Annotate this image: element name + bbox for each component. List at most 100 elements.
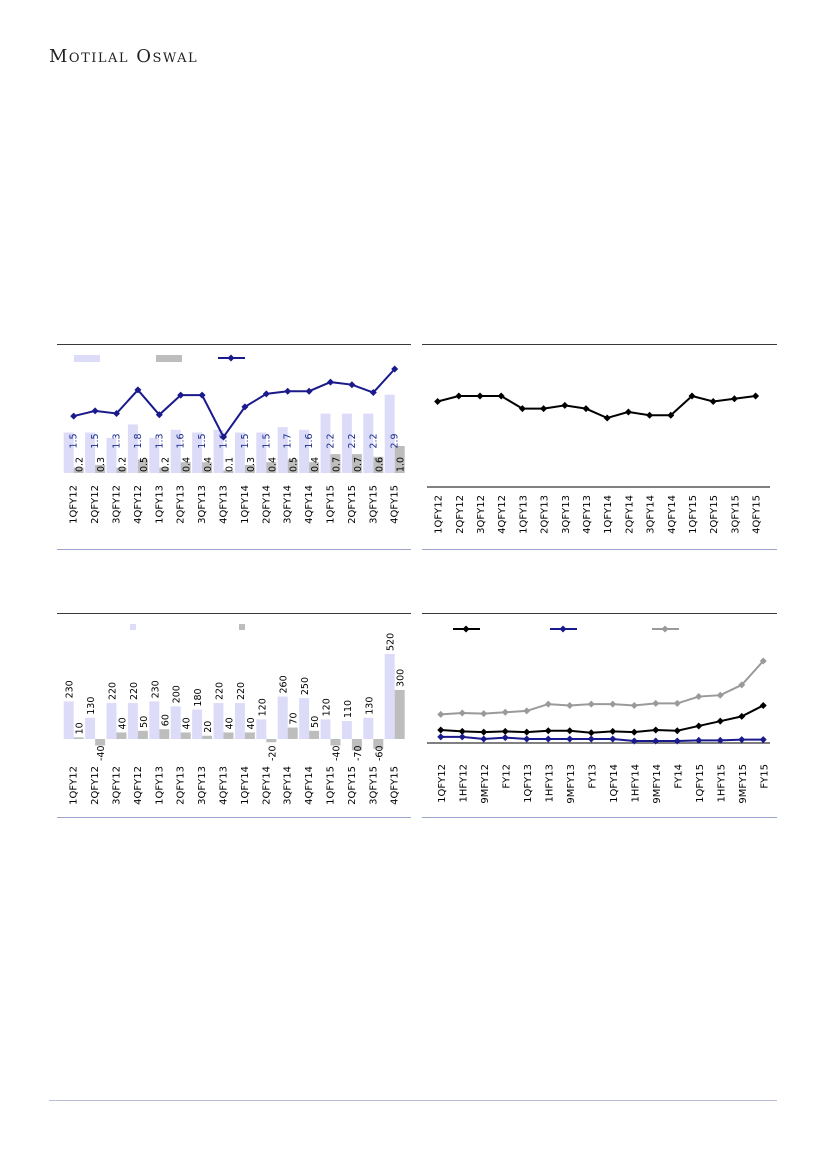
- line-series-0: [440, 704, 764, 734]
- value-label-b: 0.2: [160, 457, 171, 472]
- line-point-0-1QFY13: [523, 728, 531, 736]
- chart1-panel: 1.5 0.2 1QFY12 1.5 0.3 2QFY12 1.3 0.2 3QFY12 1.8 0…: [57, 345, 411, 550]
- line-point-1-9MFY12: [480, 735, 488, 743]
- line-point-4QFY15: [752, 392, 760, 400]
- value-label-b: 0.7: [353, 457, 364, 472]
- chart2-bottom-rule: [422, 549, 777, 550]
- x-tick-label: 9MFY14: [652, 764, 663, 804]
- x-tick-label: 1QFY15: [688, 495, 699, 534]
- x-tick-label: 3QFY14: [283, 485, 294, 524]
- bar-b-3QFY13: [202, 462, 213, 473]
- line-point-2QFY12: [91, 407, 99, 415]
- value-label-a: 260: [279, 675, 290, 693]
- x-tick-label: 2QFY12: [90, 766, 101, 805]
- x-tick-label: FY12: [501, 764, 512, 789]
- x-tick-label: 1QFY12: [434, 495, 445, 534]
- x-tick-label: 3QFY13: [561, 495, 572, 534]
- line-point-2QFY13: [177, 391, 185, 399]
- line-point-4QFY13: [582, 405, 590, 413]
- value-label-a: 2.2: [368, 433, 379, 448]
- value-label-a: 250: [300, 677, 311, 695]
- chart3-panel: 230 10 1QFY12 130 -40 2QFY12 220 40 3QFY12 220 50 4…: [57, 614, 411, 818]
- line-point-1-9MFY13: [566, 735, 574, 743]
- line-point-2-9MFY13: [566, 701, 574, 709]
- line-series-1: [440, 735, 764, 742]
- value-label-a: 1.5: [240, 433, 251, 448]
- bar-a-3QFY14: [277, 696, 288, 739]
- line-point-0-9MFY15: [738, 712, 746, 720]
- line-point-2QFY12: [455, 392, 463, 400]
- value-label-a: 220: [129, 682, 140, 700]
- line-point-0-FY15: [759, 701, 767, 709]
- x-tick-label: 9MFY12: [480, 764, 491, 804]
- value-label-b: 0.4: [310, 457, 321, 472]
- x-tick-label: 3QFY13: [197, 485, 208, 524]
- bar-a-4QFY12: [127, 703, 138, 739]
- bar-a-1QFY14: [234, 432, 245, 473]
- x-tick-label: 4QFY15: [390, 766, 401, 805]
- line-point-2QFY15: [348, 381, 356, 389]
- bar-a-2QFY14: [256, 432, 267, 473]
- value-label-a: 1.3: [154, 433, 165, 448]
- line-point-1QFY14: [241, 403, 249, 411]
- chart2-panel: 1QFY12 2QFY12 3QFY12 4QFY12 1QFY13 2QFY13 3QFY…: [422, 345, 777, 550]
- chart4-panel: 1QFY12 1HFY12 9MFY12 FY12 1QFY13 1HFY13 9MFY13…: [422, 614, 777, 818]
- value-label-a: 120: [257, 698, 268, 716]
- value-label-a: 220: [236, 682, 247, 700]
- x-tick-label: 1QFY13: [154, 485, 165, 524]
- x-tick-label: 9MFY15: [738, 764, 749, 804]
- line-point-1-1HFY12: [458, 733, 466, 741]
- x-tick-label: FY13: [587, 764, 598, 789]
- value-label-a: 230: [65, 680, 76, 698]
- value-label-b: 20: [203, 721, 214, 733]
- value-label-a: 2.2: [326, 433, 337, 448]
- x-tick-label: 1HFY15: [716, 764, 727, 802]
- bar-b-2QFY15: [351, 739, 362, 751]
- bar-a-3QFY14: [277, 427, 288, 473]
- value-label-a: 2.2: [347, 433, 358, 448]
- bar-a-3QFY13: [192, 432, 203, 473]
- value-label-b: 0.5: [289, 457, 300, 472]
- bar-b-4QFY13: [223, 470, 234, 473]
- x-tick-label: 2QFY15: [347, 766, 358, 805]
- line-point-0-FY13: [587, 729, 595, 737]
- bar-b-1QFY15: [330, 454, 341, 473]
- x-tick-label: 3QFY12: [112, 766, 123, 805]
- x-tick-label: 1QFY13: [154, 766, 165, 805]
- value-label-a: 110: [343, 700, 354, 718]
- bar-b-3QFY14: [287, 459, 298, 473]
- line-point-2-1HFY14: [630, 701, 638, 709]
- line-point-0-1HFY12: [458, 727, 466, 735]
- line-point-1-1QFY15: [695, 736, 703, 744]
- line-point-1QFY15: [327, 378, 334, 386]
- line-point-0-1QFY12: [437, 726, 445, 734]
- x-tick-label: 2QFY15: [347, 485, 358, 524]
- value-label-b: 10: [75, 722, 86, 734]
- value-label-b: 40: [225, 717, 236, 729]
- chart3-svg: 230 10 1QFY12 130 -40 2QFY12 220 40 3QFY12 220 50 4…: [63, 624, 407, 805]
- line-point-2QFY15: [709, 398, 717, 405]
- value-label-a: 1.7: [283, 433, 294, 448]
- x-tick-label: 3QFY15: [368, 766, 379, 805]
- x-tick-label: 1HFY12: [458, 764, 469, 802]
- bar-b-3QFY12: [116, 467, 127, 473]
- x-tick-label: FY14: [673, 764, 684, 789]
- bar-a-2QFY14: [256, 719, 267, 739]
- line-point-0-1HFY13: [544, 727, 552, 735]
- chart4-bottom-rule: [422, 817, 777, 818]
- line-point-1-FY15: [759, 736, 767, 744]
- line-point-4QFY13: [220, 433, 227, 441]
- value-label-b: 0.5: [139, 457, 150, 472]
- line-point-1-1QFY13: [523, 735, 531, 743]
- value-label-b: 70: [289, 712, 300, 724]
- value-label-b: -40: [332, 745, 343, 761]
- value-label-a: 1.5: [261, 433, 272, 448]
- value-label-a: 1.5: [197, 433, 208, 448]
- bar-b-4QFY12: [137, 730, 148, 739]
- value-label-a: 220: [215, 682, 226, 700]
- x-tick-label: 9MFY13: [566, 764, 577, 804]
- line-point-1-9MFY14: [652, 737, 660, 745]
- x-tick-label: 1HFY13: [544, 764, 555, 802]
- chart4-top-rule: [422, 613, 777, 614]
- x-tick-label: 4QFY13: [219, 766, 230, 805]
